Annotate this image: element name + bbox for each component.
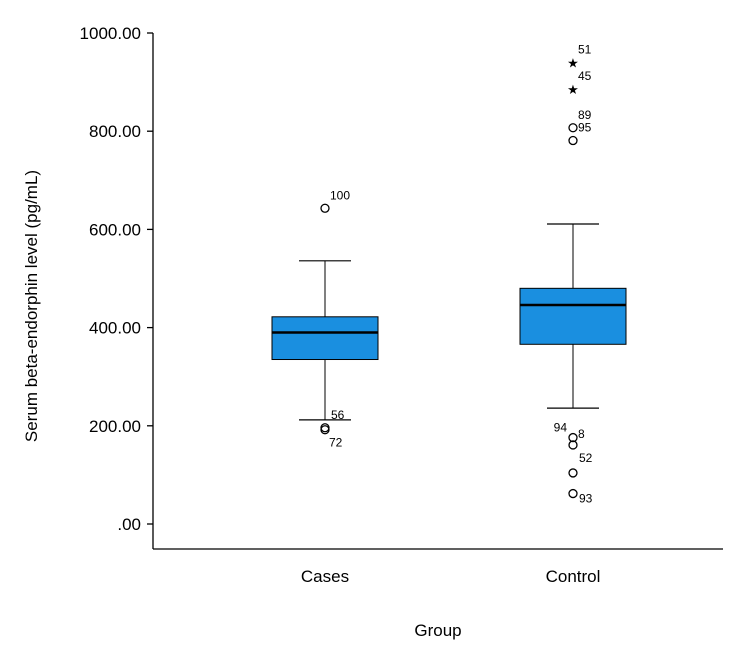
iqr-box (271, 316, 379, 361)
outlier-label: 72 (329, 436, 343, 450)
outlier-circle (568, 468, 578, 478)
outlier-label: 51 (578, 42, 592, 56)
iqr-box (519, 287, 627, 345)
outlier-label: 45 (578, 69, 592, 83)
outlier-label: 93 (579, 492, 593, 506)
outlier-circle (568, 123, 578, 133)
outlier-star: ★ (567, 82, 579, 97)
outlier-circle (568, 440, 578, 450)
outlier-circle (320, 203, 330, 213)
y-axis-title: Serum beta-endorphin level (pg/mL) (22, 170, 41, 442)
y-tick-label: 1000.00 (80, 24, 141, 43)
y-tick-label: 200.00 (89, 417, 141, 436)
outlier-circle (320, 425, 330, 435)
y-tick-label: 400.00 (89, 319, 141, 338)
outlier-label: 95 (578, 121, 592, 135)
box-group (271, 260, 379, 421)
outlier-star: ★ (567, 55, 579, 70)
outlier-label: 89 (578, 108, 592, 122)
outlier-label: 100 (330, 188, 350, 202)
x-tick-label: Control (546, 567, 601, 586)
outlier-label: 52 (579, 451, 593, 465)
boxes (271, 223, 627, 421)
outlier-label: 56 (331, 408, 345, 422)
outlier-circle (568, 135, 578, 146)
y-tick-label: .00 (117, 515, 141, 534)
outlier-label: 94 (554, 421, 568, 435)
axes: .00 200.00 400.00 600.00 800.00 1000.00 Cases C… (80, 24, 723, 586)
x-tick-label: Cases (301, 567, 349, 586)
outlier-label: 8 (578, 427, 585, 441)
y-tick-label: 600.00 (89, 220, 141, 239)
box-group (519, 223, 627, 409)
x-axis-title: Group (414, 621, 461, 640)
y-tick-label: 800.00 (89, 122, 141, 141)
outlier-circle (568, 488, 578, 499)
